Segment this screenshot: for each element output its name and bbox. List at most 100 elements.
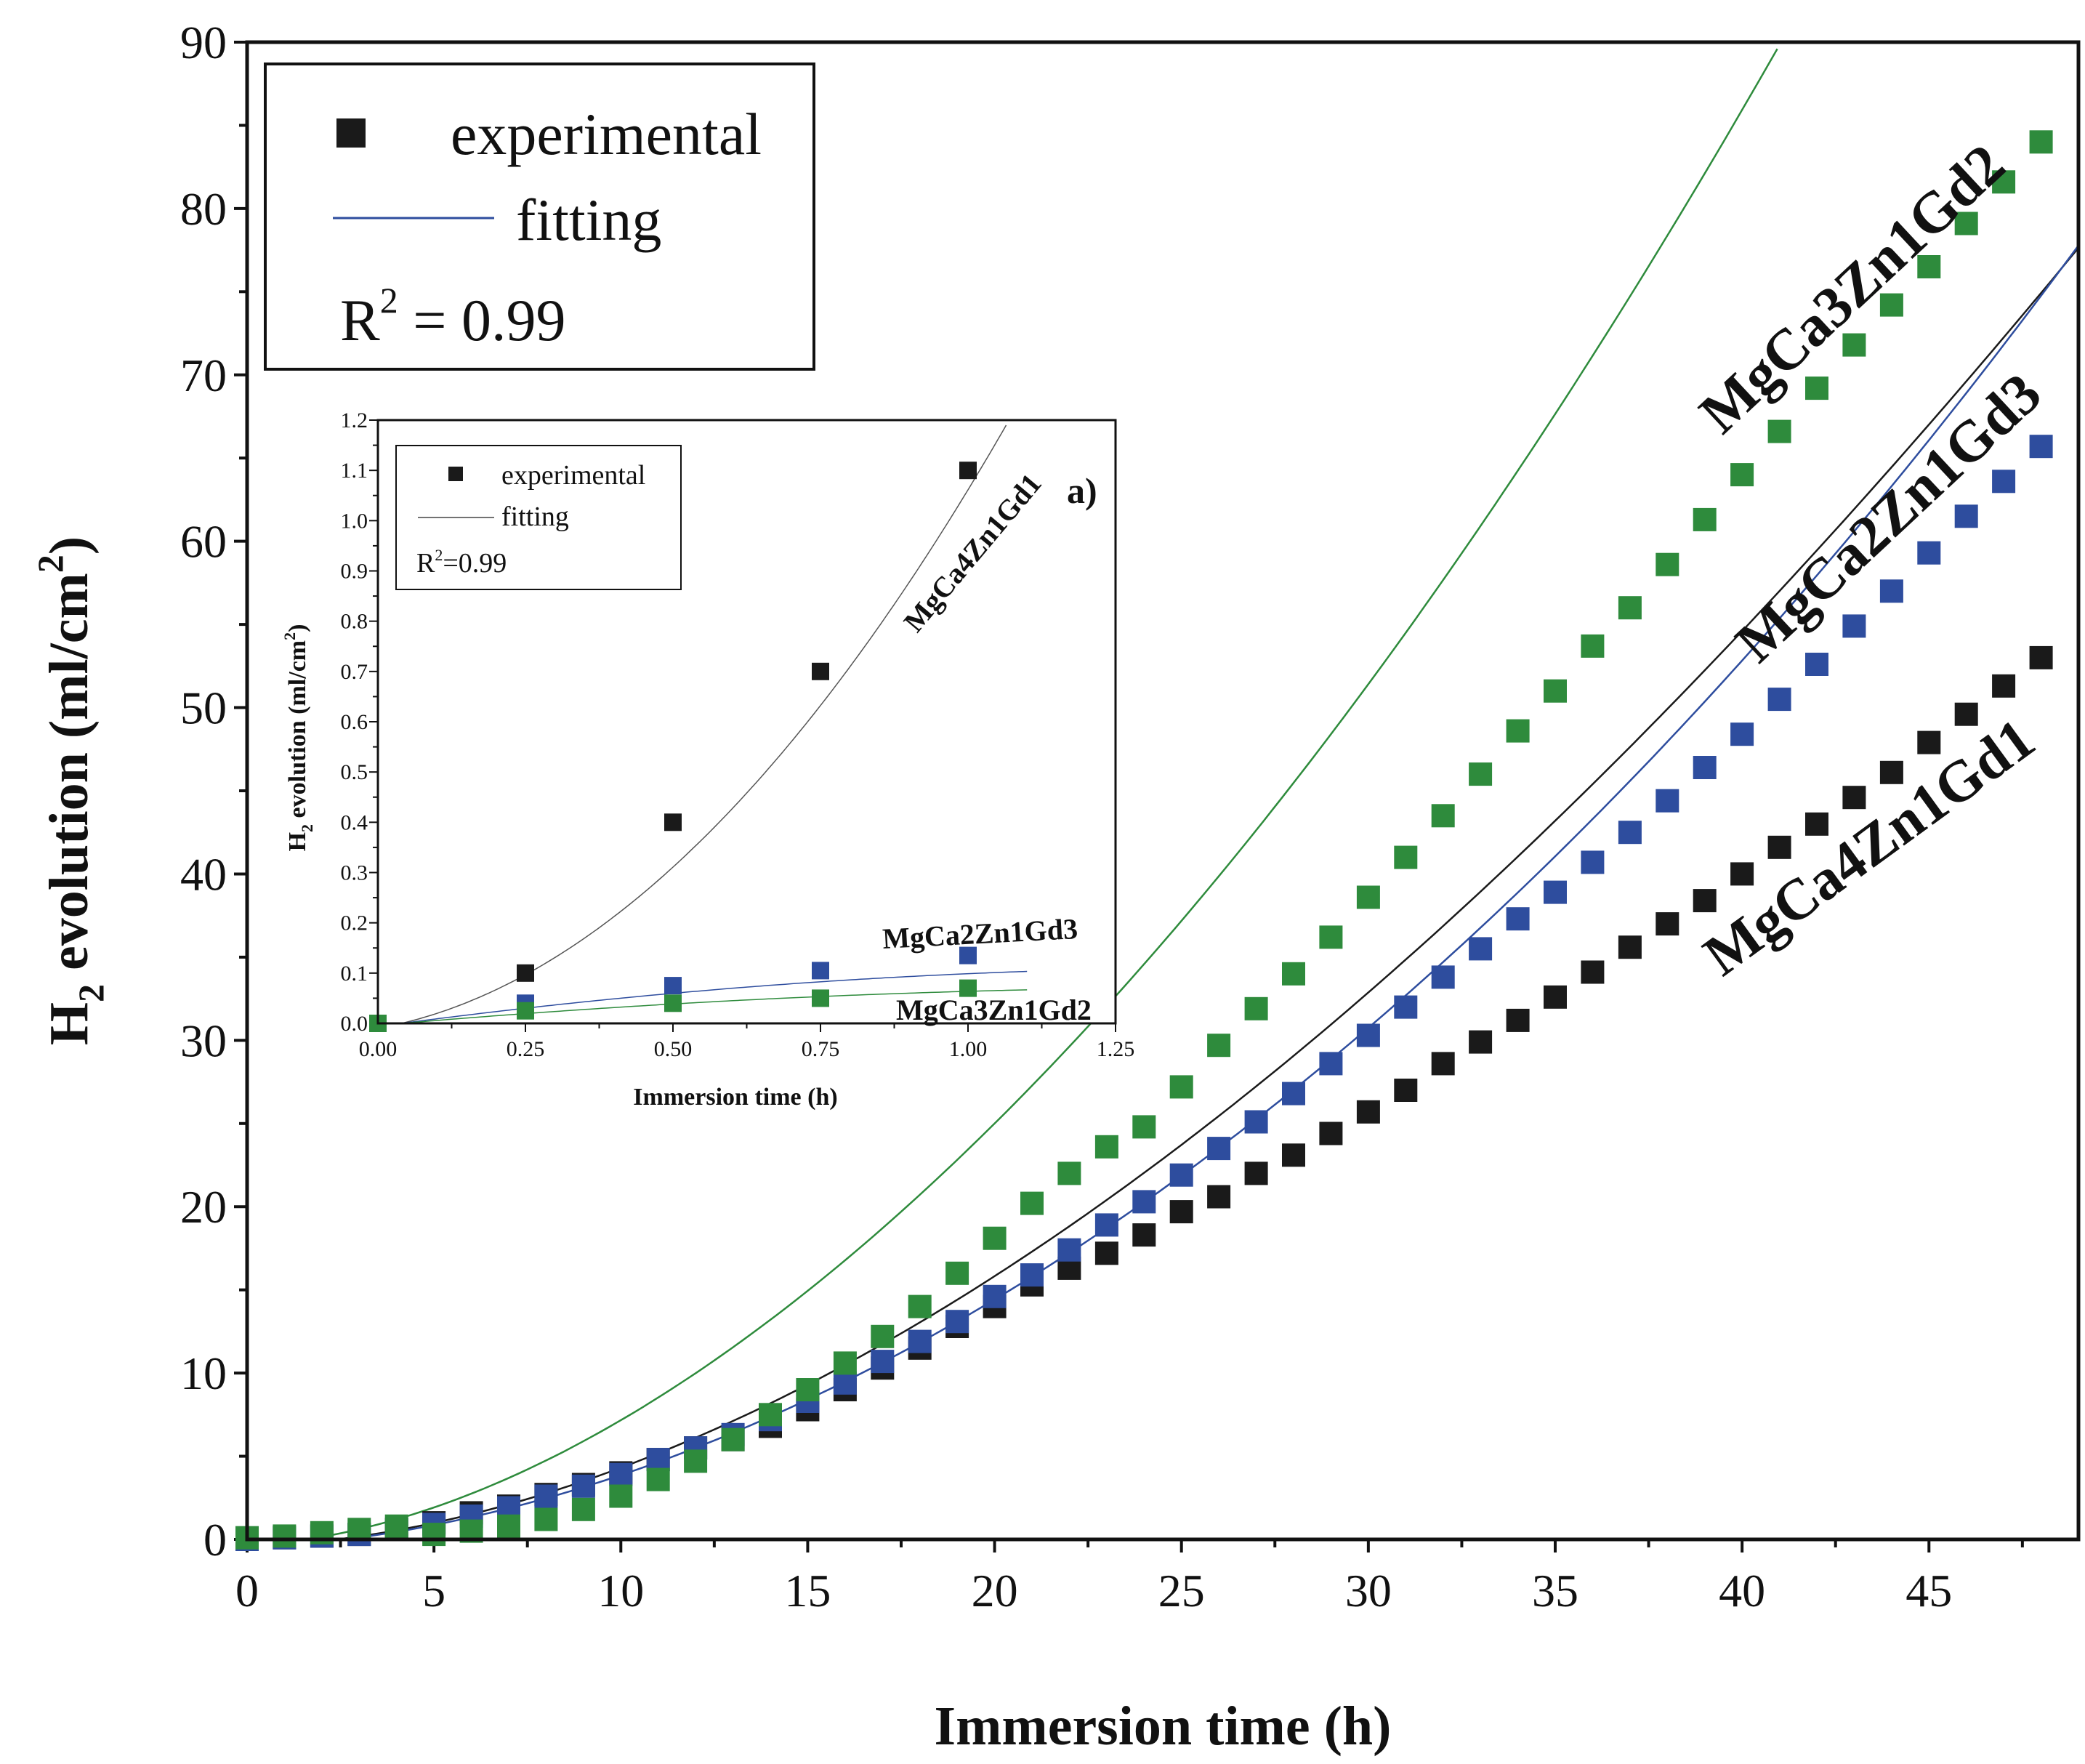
inset-series-label-mgca3zn1gd2: MgCa3Zn1Gd2 (896, 994, 1092, 1026)
main-point-mgca3zn1gd2 (273, 1524, 297, 1548)
inset-legend-r2-label: R (416, 548, 435, 579)
main-point-mgca3zn1gd2 (1730, 463, 1754, 487)
inset-fit-line-mgca3zn1gd2 (401, 989, 1028, 1024)
inset-point-mgca3zn1gd2 (812, 989, 829, 1007)
main-point-mgca4zn1gd1 (1879, 760, 1903, 784)
inset-y-tick-label-7: 0.7 (341, 660, 368, 684)
main-point-mgca3zn1gd2 (1094, 1135, 1118, 1159)
main-x-tick-label-2: 10 (597, 1565, 644, 1616)
main-point-mgca3zn1gd2 (1954, 212, 1978, 235)
main-point-mgca2zn1gd3 (1767, 688, 1791, 712)
inset-y-axis-title: H2 evolution (ml/cm2) (281, 624, 316, 852)
main-point-mgca2zn1gd3 (1917, 541, 1941, 565)
main-point-mgca3zn1gd2 (1506, 719, 1530, 743)
main-y-title-post: ) (39, 536, 100, 555)
main-point-mgca4zn1gd1 (1356, 1100, 1380, 1124)
main-legend-r2-value: = 0.99 (398, 287, 566, 353)
main-point-mgca2zn1gd3 (1730, 722, 1754, 746)
inset-data-points (369, 462, 977, 1032)
main-point-mgca2zn1gd3 (2029, 435, 2053, 459)
main-point-mgca2zn1gd3 (1282, 1082, 1305, 1105)
main-point-mgca4zn1gd1 (1656, 912, 1679, 936)
main-point-mgca2zn1gd3 (1319, 1052, 1343, 1076)
main-point-mgca4zn1gd1 (1805, 812, 1828, 836)
main-point-mgca4zn1gd1 (1244, 1161, 1268, 1185)
main-point-mgca3zn1gd2 (1169, 1075, 1193, 1099)
main-y-tick-label-6: 60 (180, 516, 227, 568)
main-plot-frame (245, 40, 2081, 1542)
inset-panel-label: a) (1067, 470, 1097, 511)
main-point-mgca3zn1gd2 (833, 1351, 857, 1375)
inset-fit-line-mgca2zn1gd3 (401, 970, 1028, 1024)
main-x-tick-label-5: 25 (1158, 1565, 1205, 1616)
main-point-mgca4zn1gd1 (1954, 702, 1978, 726)
main-point-mgca2zn1gd3 (1244, 1110, 1268, 1134)
main-point-mgca3zn1gd2 (1544, 679, 1567, 703)
main-point-mgca4zn1gd1 (1581, 960, 1605, 984)
main-point-mgca3zn1gd2 (1879, 293, 1903, 317)
main-point-mgca3zn1gd2 (1207, 1034, 1231, 1058)
main-point-mgca2zn1gd3 (1506, 907, 1530, 931)
main-point-mgca3zn1gd2 (796, 1378, 820, 1401)
main-point-mgca3zn1gd2 (1282, 962, 1305, 986)
main-point-mgca3zn1gd2 (1431, 804, 1455, 828)
main-legend-experimental: experimental (451, 101, 762, 167)
main-point-mgca2zn1gd3 (1057, 1238, 1081, 1262)
main-x-tick-label-6: 30 (1345, 1565, 1392, 1616)
main-point-mgca2zn1gd3 (945, 1310, 969, 1334)
main-fit-line-mgca3zn1gd2 (307, 48, 1778, 1541)
main-point-mgca4zn1gd1 (1693, 889, 1717, 913)
inset-y-tick-label-8: 0.8 (341, 610, 368, 634)
main-point-mgca4zn1gd1 (1094, 1241, 1118, 1265)
inset-x-tick-label-5: 1.25 (1097, 1037, 1135, 1061)
main-point-mgca3zn1gd2 (646, 1467, 670, 1491)
inset-point-mgca4zn1gd1 (812, 662, 829, 680)
inset-legend: experimental fitting R2=0.99 (395, 445, 682, 590)
main-point-mgca3zn1gd2 (2029, 130, 2053, 154)
main-point-mgca3zn1gd2 (1356, 885, 1380, 909)
main-point-mgca3zn1gd2 (983, 1226, 1007, 1250)
main-point-mgca2zn1gd3 (1805, 653, 1828, 676)
inset-y-tick-label-11: 1.1 (341, 459, 368, 483)
inset-y-tick-label-6: 0.6 (341, 710, 368, 734)
main-y-tick-label-0: 0 (203, 1514, 227, 1566)
main-legend-box (264, 63, 815, 371)
main-legend-marker-experimental (336, 118, 366, 148)
main-point-mgca3zn1gd2 (1020, 1191, 1044, 1215)
inset-y-tick-label-5: 0.5 (341, 760, 368, 784)
main-point-mgca2zn1gd3 (534, 1484, 558, 1508)
main-point-mgca3zn1gd2 (945, 1261, 969, 1285)
main-point-mgca3zn1gd2 (684, 1449, 708, 1473)
main-point-mgca4zn1gd1 (1618, 935, 1642, 959)
main-point-mgca2zn1gd3 (646, 1448, 670, 1472)
main-point-mgca2zn1gd3 (1469, 937, 1493, 961)
main-point-mgca2zn1gd3 (571, 1474, 595, 1498)
inset-legend-marker-experimental (448, 467, 463, 481)
inset-legend-r2-value: =0.99 (443, 548, 507, 579)
main-point-mgca3zn1gd2 (721, 1427, 745, 1451)
main-point-mgca4zn1gd1 (1992, 674, 2016, 698)
inset-legend-r2-sup: 2 (435, 546, 443, 564)
inset-legend-experimental: experimental (501, 460, 645, 491)
inset-fit-lines (401, 424, 1028, 1024)
inset-y-tick-label-12: 1.2 (341, 408, 368, 432)
main-point-mgca3zn1gd2 (384, 1514, 408, 1538)
main-point-mgca3zn1gd2 (609, 1484, 633, 1508)
main-point-mgca2zn1gd3 (1356, 1023, 1380, 1047)
main-point-mgca4zn1gd1 (1319, 1121, 1343, 1145)
main-x-tick-label-7: 35 (1532, 1565, 1578, 1616)
main-point-mgca2zn1gd3 (1581, 850, 1605, 874)
main-point-mgca2zn1gd3 (1992, 470, 2016, 494)
main-point-mgca4zn1gd1 (1767, 835, 1791, 859)
main-point-mgca4zn1gd1 (1282, 1143, 1305, 1167)
inset-y-title-h: H (284, 832, 311, 851)
main-x-tick-label-9: 45 (1905, 1565, 1952, 1616)
main-point-mgca4zn1gd1 (1431, 1052, 1455, 1076)
inset-point-mgca2zn1gd3 (664, 977, 682, 995)
main-point-mgca2zn1gd3 (1094, 1213, 1118, 1237)
main-point-mgca3zn1gd2 (1618, 596, 1642, 620)
inset-point-mgca2zn1gd3 (812, 962, 829, 980)
main-point-mgca4zn1gd1 (1506, 1008, 1530, 1032)
main-y-tick-label-4: 40 (180, 848, 227, 900)
